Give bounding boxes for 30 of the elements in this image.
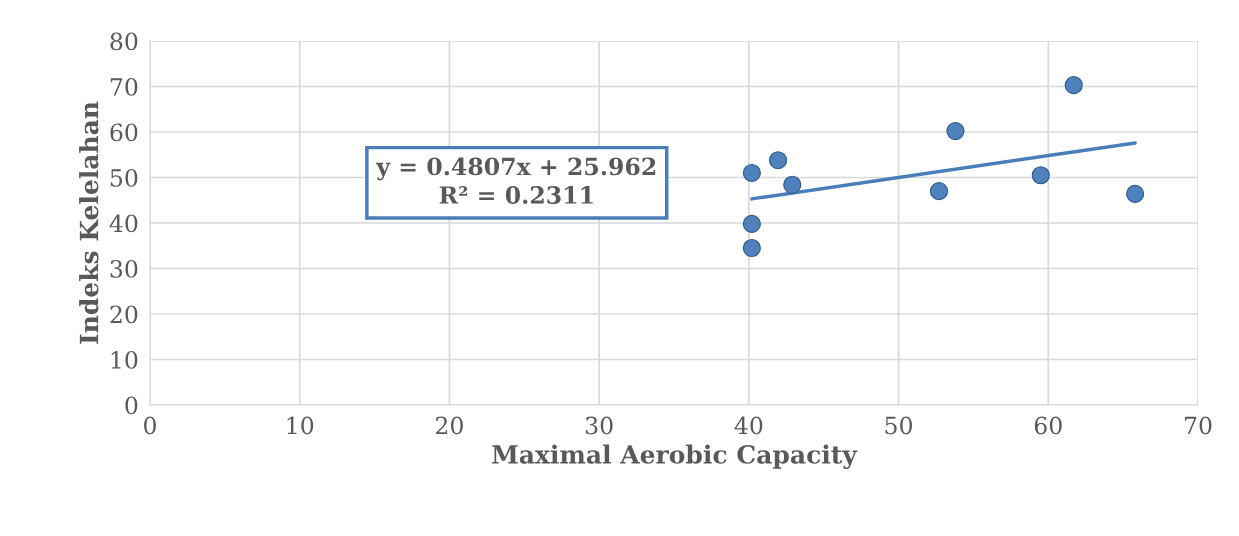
- point: [742, 163, 761, 183]
- point: [768, 151, 788, 170]
- point: [946, 122, 965, 141]
- y-tick-label: 80: [110, 32, 138, 51]
- y-tick-label: 0: [125, 396, 138, 415]
- y-tick-label: 20: [110, 305, 138, 324]
- x-tick-label: 20: [436, 416, 463, 435]
- y-tick-label: 10: [111, 350, 138, 369]
- annotation: y = 0.4807x + 25.962 R² = 0.2311: [376, 157, 656, 204]
- point: [742, 214, 761, 233]
- x-tick-label: 60: [1034, 416, 1062, 435]
- x-axis-title: Maximal Aerobic Capacity: [492, 444, 858, 470]
- y-tick-label: 50: [110, 168, 138, 187]
- x-tick-label: 50: [885, 416, 913, 435]
- x-tick-label: 30: [585, 416, 613, 435]
- y-axis-title: Indeks Kelelahan: [79, 101, 99, 344]
- x-tick-label: 70: [1184, 416, 1212, 435]
- x-tick-label: 40: [734, 416, 763, 435]
- point: [783, 175, 802, 194]
- point: [1064, 76, 1083, 95]
- y-tick-label: 30: [110, 259, 138, 278]
- point: [742, 238, 761, 258]
- point: [1126, 184, 1145, 203]
- y-tick-label: 40: [109, 214, 138, 233]
- point: [1031, 166, 1050, 185]
- point: [929, 182, 949, 201]
- y-tick-label: 60: [110, 123, 138, 142]
- x-tick-label: 10: [287, 416, 314, 435]
- y-tick-label: 70: [110, 77, 138, 96]
- x-tick-label: 0: [144, 416, 156, 435]
